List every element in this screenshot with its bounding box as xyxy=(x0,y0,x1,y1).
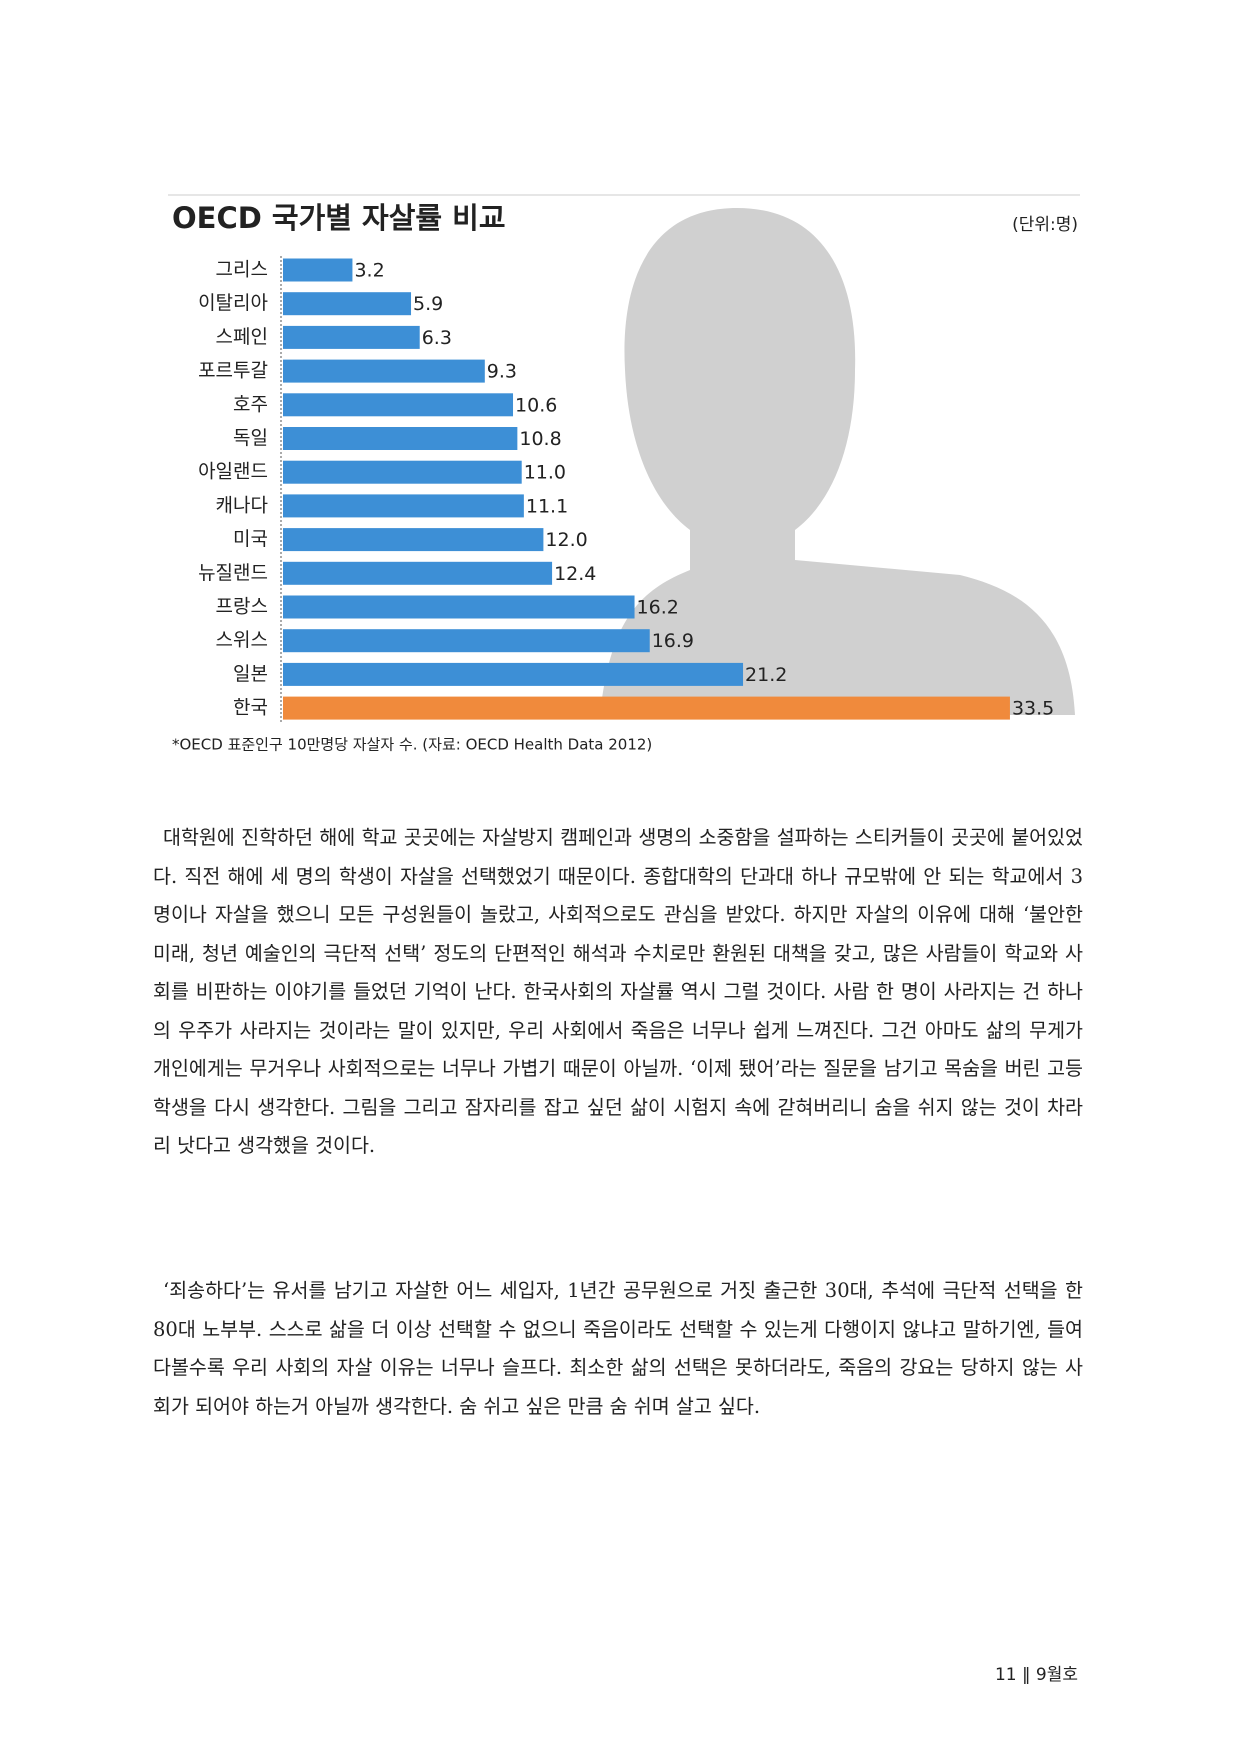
bar xyxy=(283,494,524,518)
chart-unit: (단위:명) xyxy=(1012,215,1078,235)
value-label: 33.5 xyxy=(1012,698,1054,720)
bar xyxy=(283,528,544,552)
value-label: 21.2 xyxy=(745,664,787,686)
silhouette xyxy=(600,208,1075,715)
category-label: 포르투갈 xyxy=(198,360,268,382)
paragraph: 대학원에 진학하던 해에 학교 곳곳에는 자살방지 캠페인과 생명의 소중함을 … xyxy=(153,826,1083,1157)
category-label: 캐나다 xyxy=(216,494,268,516)
bar xyxy=(283,393,514,417)
bar xyxy=(283,595,635,619)
category-label: 스페인 xyxy=(216,326,268,348)
category-label: 이탈리아 xyxy=(198,292,268,314)
value-label: 3.2 xyxy=(354,260,384,282)
value-label: 9.3 xyxy=(487,361,517,383)
value-label: 12.0 xyxy=(545,529,587,551)
category-label: 호주 xyxy=(233,393,268,415)
paragraph: ‘죄송하다’는 유서를 남기고 자살한 어느 세입자, 1년간 공무원으로 거짓… xyxy=(153,1279,1083,1418)
category-label: 스위스 xyxy=(216,629,268,651)
bar xyxy=(283,662,744,686)
bar xyxy=(283,561,553,585)
bar xyxy=(283,292,412,316)
value-label: 12.4 xyxy=(554,563,596,585)
page-number: 11 ‖ 9월호 xyxy=(994,1665,1078,1685)
chart: OECD 국가별 자살률 비교 (단위:명) *OECD 표준인구 10만명당 … xyxy=(168,194,1080,754)
category-label: 뉴질랜드 xyxy=(198,562,268,584)
value-label: 10.8 xyxy=(519,428,561,450)
chart-title: OECD 국가별 자살률 비교 xyxy=(172,201,506,235)
category-label: 아일랜드 xyxy=(198,461,268,483)
bar xyxy=(283,325,420,349)
bar xyxy=(283,460,522,484)
chart-footnote: *OECD 표준인구 10만명당 자살자 수. (자료: OECD Health… xyxy=(172,736,652,754)
value-label: 11.0 xyxy=(524,462,566,484)
category-label: 프랑스 xyxy=(216,596,268,618)
category-label: 그리스 xyxy=(216,259,268,281)
bar xyxy=(283,427,518,450)
bar xyxy=(283,359,485,383)
bar xyxy=(283,258,353,282)
bar xyxy=(283,696,1010,720)
category-label: 독일 xyxy=(233,427,268,449)
value-label: 16.2 xyxy=(637,597,679,619)
category-label: 일본 xyxy=(233,663,268,685)
value-label: 6.3 xyxy=(422,327,452,349)
category-label: 한국 xyxy=(233,697,268,719)
bar xyxy=(283,629,650,653)
value-label: 16.9 xyxy=(652,630,694,652)
value-label: 10.6 xyxy=(515,394,557,416)
category-label: 미국 xyxy=(233,528,268,550)
value-label: 11.1 xyxy=(526,495,568,517)
value-label: 5.9 xyxy=(413,293,443,315)
